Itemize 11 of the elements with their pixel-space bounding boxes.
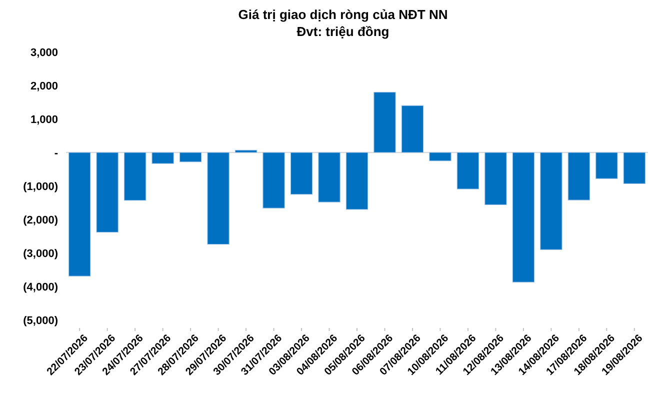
y-tick-label: (5,000) <box>23 314 58 327</box>
y-tick-label: (3,000) <box>23 248 58 260</box>
y-tick-label: 3,000 <box>30 46 58 59</box>
y-tick-label: - <box>54 147 58 160</box>
y-tick-label: (1,000) <box>23 180 58 193</box>
chart-title: Giá trị giao dịch ròng của NĐT NN <box>238 7 448 22</box>
y-tick-label: (2,000) <box>23 214 58 226</box>
y-tick-label: 2,000 <box>30 80 58 92</box>
y-tick-label: (4,000) <box>23 281 58 294</box>
chart-subtitle: Đvt: triệu đồng <box>296 24 390 39</box>
y-tick-label: 1,000 <box>30 114 58 126</box>
